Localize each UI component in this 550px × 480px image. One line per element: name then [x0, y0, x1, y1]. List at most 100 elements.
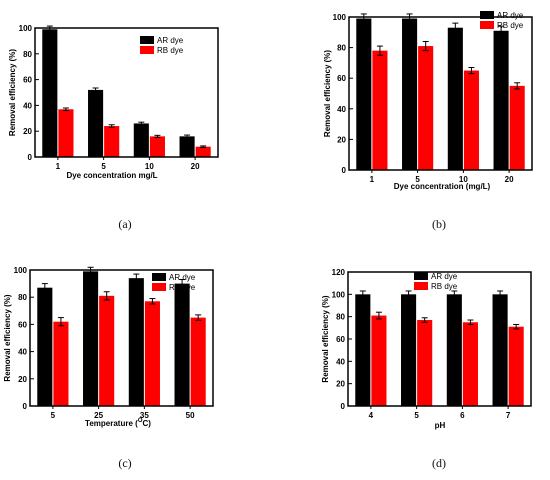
y-tick-label-40: 40 [23, 101, 32, 110]
x-tick-label-10: 10 [459, 175, 468, 184]
y-tick-label-100: 100 [14, 266, 28, 275]
rb-error-bar-35 [149, 298, 156, 305]
ar-bar-5 [402, 18, 418, 171]
ar-legend-label: AR dye [431, 272, 458, 281]
x-tick-label-5: 5 [101, 162, 106, 171]
ar-error-bar-20 [184, 134, 191, 139]
rb-legend-label: RB dye [169, 283, 196, 292]
ar-legend-label: AR dye [157, 36, 184, 45]
x-tick-label-6: 6 [460, 411, 465, 420]
ar-bar-6 [446, 294, 462, 406]
y-tick-label-80: 80 [23, 50, 32, 59]
ar-legend-swatch [414, 272, 428, 280]
ar-legend-swatch [480, 11, 494, 19]
y-tick-label-60: 60 [337, 74, 346, 83]
rb-legend-swatch [480, 21, 494, 29]
x-tick-label-5: 5 [414, 411, 419, 420]
ar-error-bar-35 [133, 273, 140, 283]
plot-frame [348, 16, 533, 171]
rb-legend-label: RB dye [431, 282, 458, 291]
x-axis-title: pH [435, 421, 446, 430]
y-tick-label-100: 100 [332, 290, 346, 299]
ar-legend-label: AR dye [497, 11, 524, 20]
panel-3: 4 5 6 7 0 20 40 60 80 100 120 Removal efficiency (%… [321, 268, 532, 470]
y-tick-label-20: 20 [336, 380, 345, 389]
panel-0: 1 5 10 20 0 20 40 60 80 100 Removal efficiency (%)… [8, 24, 219, 231]
ar-bar-5 [401, 294, 417, 406]
rb-error-bar-1 [376, 45, 383, 56]
y-tick-label-0: 0 [342, 166, 347, 175]
rb-bar-25 [99, 295, 115, 406]
rb-error-bar-5 [421, 317, 428, 323]
rb-error-bar-5 [57, 317, 64, 327]
rb-legend-swatch [140, 46, 154, 54]
rb-error-bar-5 [422, 40, 429, 52]
ar-bar-35 [128, 278, 144, 406]
x-axis-title: Temperature (OC) [85, 418, 151, 428]
ar-legend-swatch [152, 273, 166, 281]
rb-bar-10 [149, 136, 165, 157]
y-tick-label-40: 40 [337, 105, 346, 114]
ar-bar-20 [179, 136, 195, 157]
x-axis-title-main: Dye concentration mg/L [66, 171, 157, 180]
ar-bar-25 [83, 271, 99, 406]
rb-bar-35 [144, 301, 160, 406]
x-tick-label-5: 5 [51, 411, 56, 420]
y-tick-label-80: 80 [337, 44, 346, 53]
y-tick-label-20: 20 [18, 375, 27, 384]
ar-bar-10 [133, 123, 149, 157]
x-axis-title-main: Temperature ( [85, 419, 138, 428]
x-axis-title-main: Dye concentration (mg/L) [394, 182, 491, 191]
x-tick-label-20: 20 [191, 162, 200, 171]
ar-legend-swatch [140, 36, 154, 44]
panel-label: (b) [432, 217, 446, 231]
rb-bar-1 [372, 50, 388, 170]
rb-error-bar-10 [154, 134, 161, 138]
y-tick-label-40: 40 [336, 357, 345, 366]
ar-bar-1 [356, 18, 372, 171]
y-tick-label-80: 80 [336, 313, 345, 322]
panel-label: (d) [432, 456, 446, 470]
rb-error-bar-5 [108, 124, 115, 128]
ar-error-bar-5 [406, 13, 413, 24]
ar-bar-7 [492, 294, 508, 406]
y-axis-title: Removal efficiency (%) [8, 49, 17, 136]
ar-error-bar-5 [405, 290, 412, 299]
ar-legend-label: AR dye [169, 273, 196, 282]
rb-legend-label: RB dye [157, 46, 184, 55]
rb-error-bar-25 [103, 291, 110, 301]
x-tick-label-5: 5 [415, 175, 420, 184]
rb-error-bar-6 [467, 319, 474, 325]
x-tick-label-50: 50 [186, 411, 195, 420]
rb-error-bar-20 [200, 145, 207, 148]
ar-error-bar-50 [179, 279, 186, 289]
x-tick-label-25: 25 [94, 411, 103, 420]
y-tick-label-100: 100 [333, 13, 347, 22]
panel-label: (c) [118, 456, 131, 470]
y-tick-label-100: 100 [19, 24, 33, 33]
rb-bar-6 [462, 322, 478, 406]
y-axis-title: Removal efficiency (%) [323, 50, 332, 137]
panel-1: 1 5 10 20 0 20 40 60 80 100 Removal efficiency (%)… [323, 11, 533, 231]
rb-bar-5 [104, 126, 120, 157]
rb-error-bar-50 [195, 314, 202, 321]
x-tick-label-4: 4 [369, 411, 374, 420]
rb-bar-5 [418, 46, 434, 170]
y-tick-label-20: 20 [337, 135, 346, 144]
plot-frame [34, 27, 219, 158]
rb-bar-50 [190, 317, 206, 406]
ar-error-bar-10 [138, 121, 145, 126]
rb-error-bar-20 [514, 82, 521, 90]
y-tick-label-40: 40 [18, 348, 27, 357]
ar-error-bar-4 [359, 290, 366, 299]
ar-error-bar-5 [41, 283, 48, 293]
rb-legend-swatch [152, 283, 166, 291]
x-axis-title-end: C) [142, 419, 151, 428]
plot-frame [29, 269, 214, 407]
y-tick-label-0: 0 [341, 402, 346, 411]
rb-bar-20 [195, 146, 211, 157]
ar-bar-5 [37, 287, 53, 406]
ar-bar-4 [355, 294, 371, 406]
rb-legend-label: RB dye [497, 21, 524, 30]
